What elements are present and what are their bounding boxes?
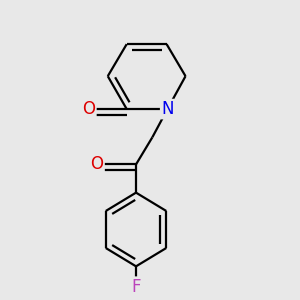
Text: N: N bbox=[161, 100, 174, 118]
Text: F: F bbox=[131, 278, 141, 296]
Text: O: O bbox=[82, 100, 95, 118]
Text: O: O bbox=[91, 155, 103, 173]
